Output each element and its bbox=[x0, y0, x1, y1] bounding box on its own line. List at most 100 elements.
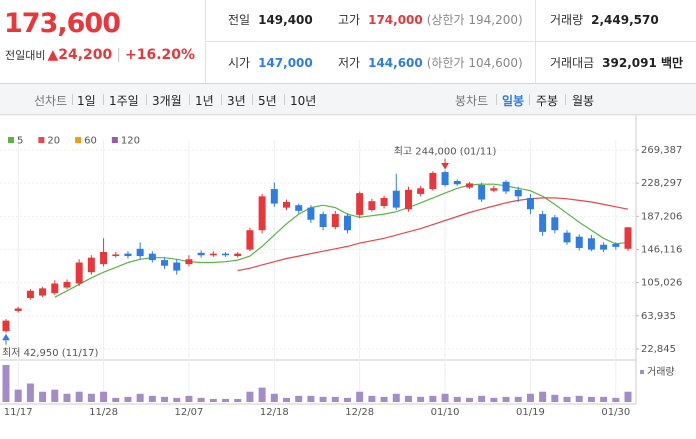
y-tick-label: 187,206 bbox=[641, 211, 682, 222]
x-tick-label: 12/07 bbox=[175, 407, 204, 418]
volume-bar bbox=[246, 391, 254, 402]
tab-title[interactable]: 선차트 bbox=[34, 94, 68, 108]
volume-bar bbox=[368, 395, 376, 402]
tab[interactable]: 월봉 bbox=[572, 94, 595, 108]
tab[interactable]: 5년 bbox=[258, 94, 277, 108]
volume-bar bbox=[14, 389, 22, 402]
tab-divider bbox=[565, 94, 566, 105]
volume-bar bbox=[319, 396, 327, 402]
tab-divider bbox=[103, 94, 104, 105]
candle-body bbox=[612, 243, 620, 247]
candle-body bbox=[502, 181, 510, 192]
candle-body bbox=[441, 172, 449, 186]
volume-bar bbox=[612, 397, 620, 402]
volume-legend-swatch bbox=[640, 370, 644, 374]
change-rate: +16.20% bbox=[125, 47, 196, 63]
stat: 저가 144,600 (하한가 104,600) bbox=[338, 54, 523, 71]
candle-body bbox=[587, 238, 595, 250]
stat-value: 144,600 bbox=[368, 56, 423, 70]
volume-bar bbox=[307, 395, 315, 402]
candle-body bbox=[209, 253, 217, 256]
candle-body bbox=[51, 283, 59, 294]
tab[interactable]: 1일 bbox=[77, 94, 96, 108]
tab[interactable]: 주봉 bbox=[536, 94, 559, 108]
volume-bar bbox=[600, 396, 608, 402]
tab[interactable]: 일봉 bbox=[502, 94, 525, 108]
change: 전일대비 ▲24,200 | +16.20% bbox=[5, 47, 196, 63]
x-tick-label: 12/18 bbox=[260, 407, 289, 418]
volume-bar bbox=[234, 398, 242, 402]
stat-value: 147,000 bbox=[258, 56, 313, 70]
stat-label: 저가 bbox=[338, 56, 361, 70]
volume-bar bbox=[222, 398, 230, 402]
volume-bar bbox=[563, 396, 571, 402]
volume-bar bbox=[539, 391, 547, 402]
volume-bar bbox=[356, 391, 364, 402]
volume-bar bbox=[87, 393, 95, 402]
stat-value: 174,000 bbox=[368, 13, 423, 27]
candle-body bbox=[100, 252, 108, 265]
candle-body bbox=[600, 244, 608, 250]
candle-body bbox=[197, 252, 205, 256]
stat: 고가 174,000 (상한가 194,200) bbox=[338, 11, 523, 28]
candle-body bbox=[124, 253, 132, 257]
candle-body bbox=[234, 253, 242, 257]
y-tick-label: 105,026 bbox=[641, 278, 682, 289]
tab-divider bbox=[221, 94, 222, 105]
volume-bar bbox=[404, 395, 412, 402]
stat: 전일 149,400 bbox=[228, 11, 313, 28]
candle-body bbox=[319, 214, 327, 227]
candle-body bbox=[453, 180, 461, 185]
volume-bar bbox=[380, 396, 388, 402]
candle-body bbox=[563, 232, 571, 243]
low-arrow bbox=[2, 333, 10, 345]
stat-value: 392,091 백만 bbox=[602, 56, 684, 70]
candle-body bbox=[136, 248, 144, 257]
candle-body bbox=[75, 262, 83, 284]
moving-average bbox=[54, 183, 629, 298]
candle-body bbox=[465, 183, 473, 188]
legend-swatch bbox=[8, 137, 14, 143]
volume-bar bbox=[343, 397, 351, 402]
volume-bar bbox=[502, 396, 510, 402]
tab-divider bbox=[496, 94, 497, 105]
moving-average bbox=[237, 197, 629, 272]
candle-body bbox=[429, 172, 437, 190]
y-tick-label: 22,845 bbox=[641, 344, 676, 355]
candle-body bbox=[39, 288, 47, 296]
volume-bar bbox=[295, 395, 303, 402]
x-tick-label: 01/10 bbox=[431, 407, 460, 418]
volume-legend: 거래량 bbox=[647, 366, 675, 378]
tab[interactable]: 10년 bbox=[290, 94, 317, 108]
candle-body bbox=[331, 214, 339, 227]
candle-body bbox=[575, 236, 583, 248]
candle-body bbox=[63, 281, 71, 288]
volume-bar bbox=[100, 391, 108, 402]
candle-body bbox=[551, 217, 559, 231]
candle-body bbox=[87, 257, 95, 273]
volume-bar bbox=[587, 396, 595, 402]
tab[interactable]: 3년 bbox=[227, 94, 246, 108]
candle-body bbox=[258, 196, 266, 231]
candle-body bbox=[404, 189, 412, 210]
tab[interactable]: 3개월 bbox=[152, 94, 182, 108]
candle-body bbox=[490, 188, 498, 191]
tab[interactable]: 1년 bbox=[195, 94, 214, 108]
volume-bar bbox=[283, 397, 291, 402]
volume-bar bbox=[392, 393, 400, 402]
volume-bar bbox=[258, 387, 266, 402]
volume-bar bbox=[417, 396, 425, 402]
volume-bar bbox=[575, 395, 583, 402]
tab[interactable]: 1주일 bbox=[109, 94, 139, 108]
legend-label: 5 bbox=[17, 136, 23, 147]
stat-value: 149,400 bbox=[258, 13, 313, 27]
stat-label: 시가 bbox=[228, 56, 251, 70]
stat-label: 고가 bbox=[338, 13, 361, 27]
candle-body bbox=[624, 227, 632, 249]
candle-body bbox=[539, 214, 547, 232]
tab-title[interactable]: 봉차트 bbox=[455, 94, 489, 108]
high-arrow bbox=[441, 158, 449, 170]
stat: 시가 147,000 bbox=[228, 54, 313, 71]
candle-body bbox=[526, 197, 534, 210]
